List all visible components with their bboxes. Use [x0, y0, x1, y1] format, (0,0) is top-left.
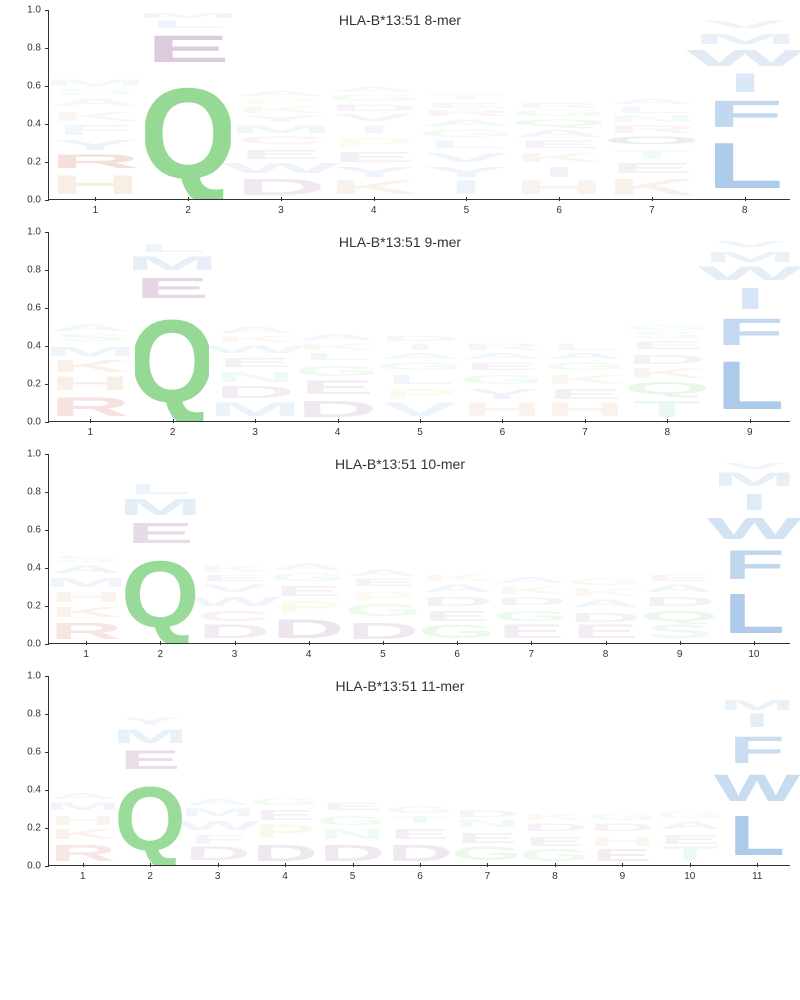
plot-area: 0.00.20.40.60.81.012345678HRYFKASMQELMDW… — [48, 10, 790, 200]
x-tick-label: 7 — [485, 871, 491, 882]
x-tick-label: 7 — [529, 649, 535, 660]
logo-letter: W — [501, 47, 800, 70]
plot-area: 0.00.20.40.60.81.012345678910RKHMASQEMLD… — [48, 454, 790, 644]
x-tick-label: 6 — [417, 871, 423, 882]
x-tick-label: 4 — [335, 427, 341, 438]
logo-letter: W — [680, 770, 800, 808]
logo-letter: I — [606, 284, 800, 314]
logo-panel-1: HLA-B*13:51 9-mer0.00.20.40.60.81.012345… — [10, 232, 790, 442]
logo-letter: I — [598, 491, 800, 514]
x-tick-label: 8 — [742, 205, 748, 216]
logo-letter: L — [706, 808, 800, 865]
x-tick-label: 5 — [350, 871, 356, 882]
x-tick-label: 2 — [158, 649, 164, 660]
x-tick-label: 3 — [252, 427, 258, 438]
position-column: LWFIM — [724, 675, 791, 865]
logo-letter: F — [634, 315, 800, 353]
x-tick-label: 6 — [454, 649, 460, 660]
x-tick-label: 6 — [500, 427, 506, 438]
logo-letter: I — [536, 70, 800, 97]
x-tick-label: 5 — [417, 427, 423, 438]
x-tick-label: 4 — [306, 649, 312, 660]
x-tick-label: 7 — [649, 205, 655, 216]
x-tick-label: 8 — [552, 871, 558, 882]
logo-letter: M — [462, 250, 800, 265]
x-tick-label: 2 — [147, 871, 153, 882]
logo-letter: L — [659, 134, 800, 199]
logo-letter: L — [686, 353, 800, 421]
plot-area: 0.00.20.40.60.81.01234567891011RKHMAQEMY… — [48, 676, 790, 866]
logo-letter: I — [603, 713, 800, 732]
x-tick-label: 1 — [83, 649, 89, 660]
x-tick-label: 4 — [371, 205, 377, 216]
position-column: LFIWMV — [709, 231, 791, 421]
logo-panel-2: HLA-B*13:51 10-mer0.00.20.40.60.81.01234… — [10, 454, 790, 664]
x-tick-label: 1 — [93, 205, 99, 216]
x-tick-label: 3 — [278, 205, 284, 216]
y-tick-label: 0.8 — [27, 43, 41, 54]
position-column: LFWIMV — [717, 453, 791, 643]
logo-letter: F — [669, 544, 800, 586]
logo-letter: L — [692, 586, 800, 643]
y-tick-label: 1.0 — [27, 671, 41, 682]
logo-letter: W — [519, 265, 800, 284]
x-tick-label: 4 — [282, 871, 288, 882]
logo-title: HLA-B*13:51 9-mer — [339, 234, 461, 250]
x-tick-label: 1 — [80, 871, 86, 882]
x-tick-label: 5 — [464, 205, 470, 216]
x-tick-label: 2 — [185, 205, 191, 216]
logo-letter: M — [380, 32, 800, 47]
y-tick-label: 0.6 — [27, 303, 41, 314]
logo-letter: M — [567, 472, 800, 491]
x-tick-label: 10 — [748, 649, 759, 660]
x-tick-label: 3 — [232, 649, 238, 660]
logo-letter: M — [564, 698, 800, 713]
x-tick-label: 5 — [380, 649, 386, 660]
x-tick-label: 6 — [556, 205, 562, 216]
y-tick-label: 1.0 — [27, 449, 41, 460]
logo-panel-0: HLA-B*13:51 8-mer0.00.20.40.60.81.012345… — [10, 10, 790, 220]
x-tick-label: 8 — [603, 649, 609, 660]
x-tick-label: 8 — [665, 427, 671, 438]
x-axis: 1 2 3 4 5 6 7 8 — [49, 201, 790, 217]
x-tick-label: 2 — [170, 427, 176, 438]
x-tick-label: 1 — [87, 427, 93, 438]
logo-panel-3: HLA-B*13:51 11-mer0.00.20.40.60.81.01234… — [10, 676, 790, 886]
x-tick-label: 11 — [752, 871, 762, 882]
x-tick-label: 7 — [582, 427, 588, 438]
x-tick-label: 9 — [747, 427, 753, 438]
x-tick-label: 10 — [684, 871, 695, 882]
position-column: LFIWMV — [698, 9, 791, 199]
x-axis: 1 2 3 4 5 6 7 8 9 — [49, 423, 790, 439]
logo-title: HLA-B*13:51 8-mer — [339, 12, 461, 28]
x-tick-label: 9 — [677, 649, 683, 660]
x-axis: 1 2 3 4 5 6 7 8 9 10 11 — [49, 867, 790, 883]
logo-letter: F — [680, 732, 800, 770]
x-tick-label: 9 — [620, 871, 626, 882]
x-axis: 1 2 3 4 5 6 7 8 9 10 — [49, 645, 790, 661]
sequence-logo-panels: HLA-B*13:51 8-mer0.00.20.40.60.81.012345… — [10, 10, 790, 886]
plot-area: 0.00.20.40.60.81.0123456789RHKMSAQEMLMDN… — [48, 232, 790, 422]
y-tick-label: 1.0 — [27, 227, 41, 238]
logo-title: HLA-B*13:51 11-mer — [336, 678, 465, 694]
logo-title: HLA-B*13:51 10-mer — [335, 456, 465, 472]
logo-letter: W — [637, 514, 800, 544]
x-tick-label: 3 — [215, 871, 221, 882]
logo-letter: F — [599, 96, 800, 134]
